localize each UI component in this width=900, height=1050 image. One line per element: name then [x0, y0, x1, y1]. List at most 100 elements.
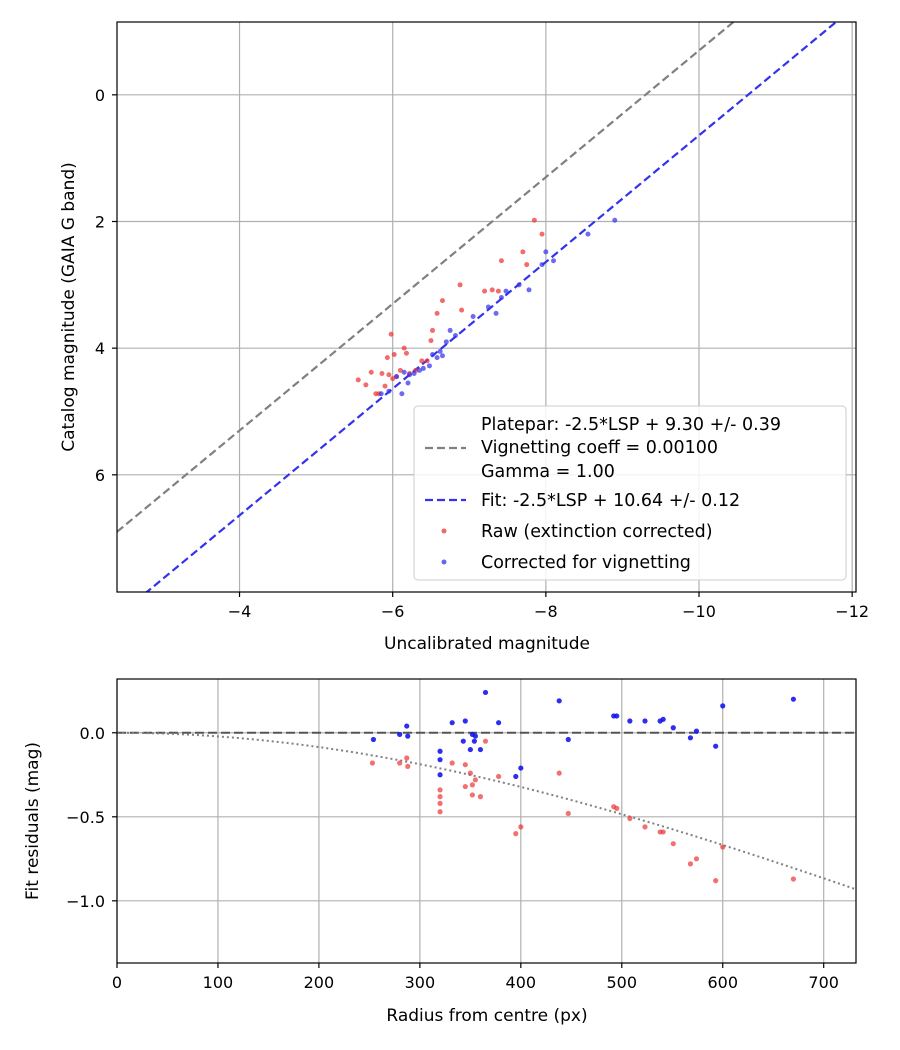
corrected-residual-point — [556, 698, 562, 704]
legend-raw-marker — [441, 528, 447, 534]
corrected-point — [439, 353, 445, 359]
corrected-point — [612, 217, 618, 223]
raw-point — [424, 358, 430, 364]
raw-residual-point — [693, 856, 700, 862]
raw-residual-point — [642, 824, 648, 830]
legend-fit-label: Fit: -2.5*LSP + 10.64 +/- 0.12 — [481, 491, 740, 511]
top-y-tick-label: 4 — [95, 339, 105, 358]
corrected-point — [386, 388, 392, 394]
corrected-residual-point — [437, 757, 443, 763]
raw-residual-point — [496, 773, 502, 780]
raw-residual-point — [462, 762, 468, 768]
raw-point — [379, 371, 385, 376]
corrected-point — [498, 295, 504, 300]
corrected-point — [503, 288, 509, 294]
corrected-residual-point — [713, 743, 719, 749]
corrected-point — [470, 314, 476, 319]
corrected-residual-point — [482, 689, 489, 696]
corrected-residual-point — [660, 716, 666, 722]
bottom-x-tick-label: 0 — [112, 973, 122, 992]
top-x-tick-label: −4 — [228, 602, 252, 621]
corrected-residual-point — [471, 738, 477, 744]
raw-point — [434, 310, 440, 316]
corrected-point — [411, 371, 417, 376]
raw-residual-point — [790, 876, 797, 882]
corrected-point — [485, 304, 491, 310]
bottom-x-tick-label: 100 — [203, 973, 234, 992]
raw-point — [428, 338, 434, 344]
raw-residual-point — [670, 841, 676, 847]
corrected-point — [399, 391, 405, 397]
corrected-residual-point — [670, 725, 676, 731]
corrected-point — [539, 262, 545, 268]
legend-gamma-label: Gamma = 1.00 — [481, 462, 615, 482]
top-x-axis-label: Uncalibrated magnitude — [384, 634, 590, 654]
corrected-residual-point — [513, 773, 519, 780]
raw-point — [539, 231, 545, 237]
corrected-point — [493, 310, 499, 316]
bottom-grid — [116, 679, 856, 963]
top-plot-frame — [116, 21, 857, 593]
raw-residual-point — [437, 794, 443, 800]
raw-point — [388, 331, 394, 337]
corrected-residual-point — [565, 736, 571, 743]
corrected-residual-point — [437, 772, 443, 778]
legend-platepar-label: Platepar: -2.5*LSP + 9.30 +/- 0.39 — [481, 415, 781, 435]
raw-residual-point — [437, 800, 443, 806]
bottom-x-tick-label: 700 — [808, 973, 839, 992]
raw-residual-point — [397, 760, 403, 766]
raw-residual-point — [513, 831, 519, 837]
legend-corrected-label: Corrected for vignetting — [481, 553, 691, 573]
raw-point — [368, 369, 374, 375]
corrected-point — [401, 369, 407, 375]
corrected-point — [434, 355, 440, 361]
vignetting-model-curve — [117, 731, 856, 891]
raw-residual-point — [713, 878, 719, 884]
raw-residual-point — [369, 760, 376, 766]
top-tick-labels: −4 −6 −8 −10 −12 0 2 4 6 — [95, 86, 869, 621]
top-y-axis-label: Catalog magnitude (GAIA G band) — [59, 162, 79, 452]
raw-residual-point — [720, 844, 726, 850]
bottom-x-tick-label: 600 — [707, 973, 738, 992]
corrected-point — [516, 282, 522, 288]
corrected-point — [437, 348, 443, 354]
corrected-residual-point — [627, 718, 633, 724]
top-x-tick-label: −12 — [835, 602, 869, 621]
corrected-point — [416, 367, 422, 373]
raw-residual-point — [482, 738, 489, 744]
top-x-tick-label: −8 — [534, 602, 558, 621]
raw-point — [498, 258, 504, 264]
corrected-residual-point — [370, 736, 377, 743]
raw-residual-point — [469, 782, 475, 788]
corrected-point — [551, 258, 557, 264]
raw-point — [390, 376, 396, 382]
corrected-residual-point — [693, 728, 700, 734]
raw-point — [520, 249, 526, 255]
raw-residual-point — [405, 763, 411, 769]
corrected-point — [394, 374, 400, 380]
corrected-point — [443, 339, 449, 345]
raw-residual-point — [467, 770, 473, 776]
raw-residual-point — [449, 760, 455, 766]
corrected-residual-point — [642, 718, 648, 724]
bottom-x-tick-label: 200 — [304, 973, 335, 992]
raw-point — [355, 377, 361, 383]
corrected-residual-point — [496, 720, 502, 726]
corrected-point — [526, 287, 532, 293]
corrected-residual-point — [449, 720, 455, 726]
raw-residual-point — [469, 792, 475, 798]
legend-corrected-marker — [441, 559, 447, 565]
corrected-residual-point — [462, 718, 468, 724]
corrected-residual-point — [790, 696, 797, 702]
corrected-point — [430, 352, 436, 357]
bottom-y-tick-label: 0.0 — [80, 724, 105, 743]
legend-raw-label: Raw (extinction corrected) — [481, 522, 713, 542]
corrected-residual-point — [687, 735, 694, 741]
raw-residual-point — [404, 755, 410, 761]
corrected-residual-point — [404, 723, 410, 729]
raw-point — [457, 282, 463, 288]
raw-point — [439, 298, 445, 304]
corrected-point — [405, 380, 411, 386]
bottom-x-tick-label: 400 — [506, 973, 537, 992]
